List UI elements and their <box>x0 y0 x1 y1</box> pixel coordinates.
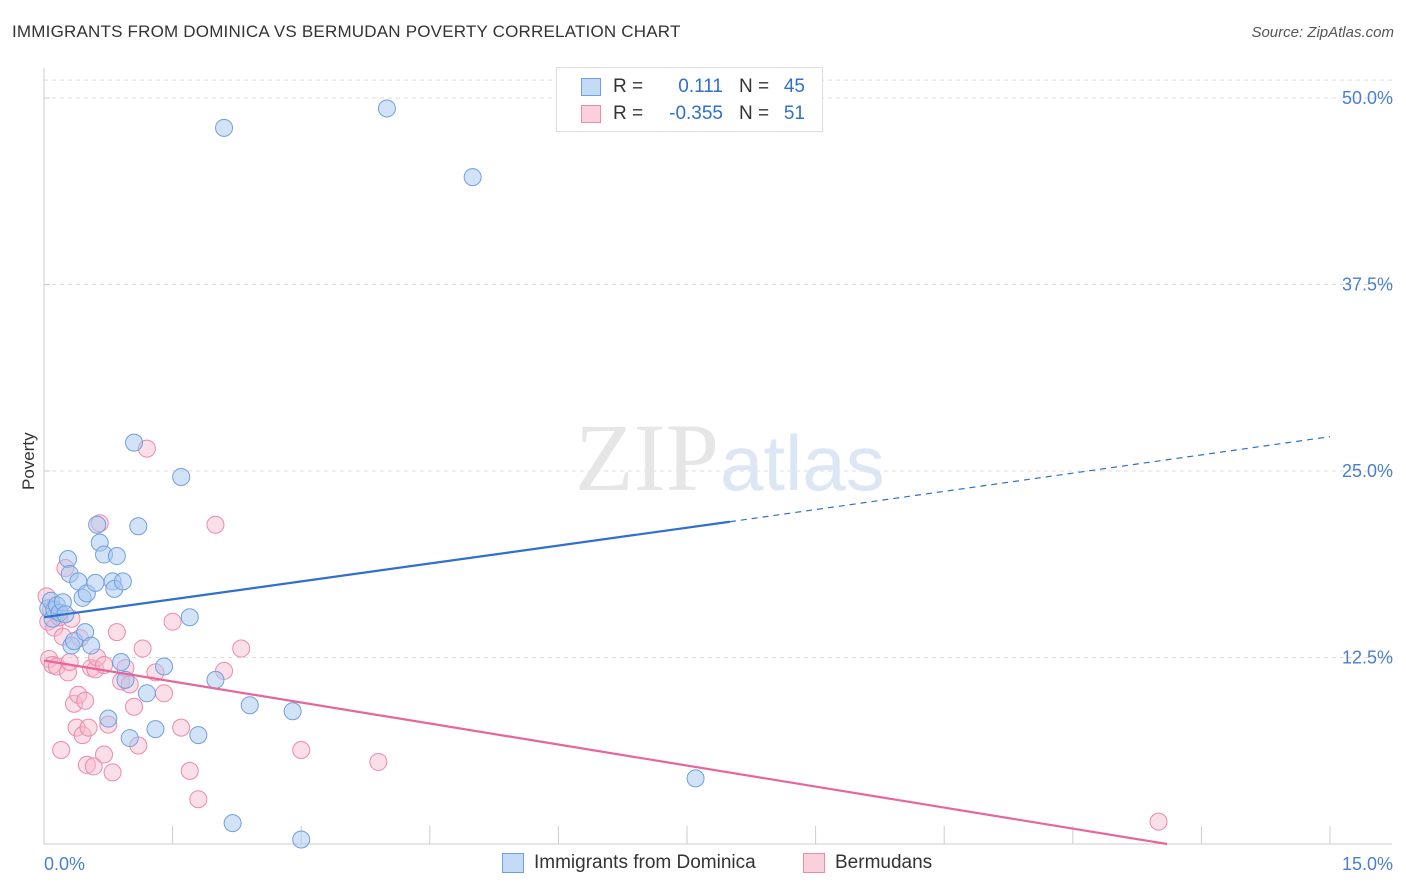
legend-n-label: N = <box>739 76 770 97</box>
bermudans-point <box>125 697 144 716</box>
dominica-point <box>223 814 242 833</box>
bermudans-point <box>60 652 79 671</box>
bermudans-trend-line <box>43 659 1168 846</box>
dominica-trend-line <box>43 520 731 619</box>
legend-swatch-blue <box>581 78 601 96</box>
legend-n-value: 45 <box>783 76 805 97</box>
dominica-point <box>206 670 225 689</box>
bermudans-point <box>189 790 208 809</box>
y-tick-label: 37.5% <box>1342 275 1393 295</box>
dominica-point <box>137 684 156 703</box>
dominica-point <box>180 608 199 627</box>
watermark-atlas: atlas <box>720 419 885 507</box>
legend-row-bermudans: R = -0.355 N = 51 <box>581 102 805 126</box>
dominica-point <box>686 769 705 788</box>
bottom-legend-bermudans: Bermudans <box>803 852 932 874</box>
watermark-zip: ZIP <box>575 404 719 511</box>
bermudans-point <box>155 684 174 703</box>
dominica-point <box>146 720 165 739</box>
dominica-point <box>120 729 139 748</box>
bermudans-point <box>84 757 103 776</box>
bermudans-point <box>180 761 199 780</box>
bottom-legend-label-dominica: Immigrants from Dominica <box>534 852 756 873</box>
bermudans-point <box>232 639 251 658</box>
source-label: Source: ZipAtlas.com <box>1251 24 1394 41</box>
axes <box>43 68 1392 845</box>
legend-n-value: 51 <box>783 103 805 124</box>
dominica-point <box>189 726 208 745</box>
bermudans-point <box>103 763 122 782</box>
stats-legend: R = 0.111 N = 45 R = -0.355 N = 51 <box>556 67 823 132</box>
dominica-point <box>112 652 131 671</box>
dominica-point <box>172 467 191 486</box>
bermudans-point <box>292 741 311 760</box>
bermudans-point <box>206 515 225 534</box>
dominica-trend-extension <box>729 436 1331 523</box>
dominica-point <box>215 118 234 137</box>
bermudans-point <box>65 694 84 713</box>
bermudans-point <box>95 745 114 764</box>
y-tick-label: 12.5% <box>1342 648 1393 668</box>
bermudans-point <box>369 752 388 771</box>
bermudans-point <box>73 726 92 745</box>
bermudans-point <box>69 685 88 704</box>
legend-r-label: R = <box>613 76 644 97</box>
dominica-points <box>39 99 705 849</box>
y-tick-label: 50.0% <box>1342 88 1393 108</box>
dominica-point <box>283 702 302 721</box>
dominica-point <box>113 572 132 591</box>
dominica-point <box>377 99 396 118</box>
bermudans-point <box>133 639 152 658</box>
dominica-point <box>125 433 144 452</box>
bermudans-point <box>52 741 71 760</box>
dominica-point <box>86 573 105 592</box>
legend-row-dominica: R = 0.111 N = 45 <box>581 75 805 99</box>
legend-r-value: 0.111 <box>678 76 723 97</box>
tick-labels: 12.5% 25.0% 37.5% 50.0% 0.0% 15.0% <box>44 88 1393 874</box>
dominica-point <box>107 547 126 566</box>
bermudans-point <box>76 691 95 710</box>
bermudans-point <box>172 718 191 737</box>
legend-swatch-pink <box>581 105 601 123</box>
y-axis-label: Poverty <box>19 432 38 490</box>
dominica-point <box>129 517 148 536</box>
bottom-legend-dominica: Immigrants from Dominica <box>502 852 756 874</box>
bermudans-point <box>77 755 96 774</box>
chart-title: IMMIGRANTS FROM DOMINICA VS BERMUDAN POV… <box>12 22 681 41</box>
dominica-point <box>59 550 78 569</box>
gridlines <box>44 79 1392 658</box>
bermudans-point <box>1149 812 1168 831</box>
x-tick-label: 15.0% <box>1342 854 1393 874</box>
y-tick-label: 25.0% <box>1342 461 1393 481</box>
dominica-point <box>463 168 482 187</box>
dominica-point <box>88 515 107 534</box>
dominica-point <box>292 830 311 849</box>
bottom-legend-swatch-pink <box>803 853 825 873</box>
bermudans-point <box>79 718 98 737</box>
trend-lines <box>43 436 1331 846</box>
bermudans-point <box>107 623 126 642</box>
dominica-point <box>82 636 101 655</box>
bottom-legend-swatch-blue <box>502 853 524 873</box>
bermudans-point <box>40 649 59 668</box>
dominica-point <box>116 670 135 689</box>
bottom-legend-label-bermudans: Bermudans <box>835 852 933 873</box>
x-tick-label: 0.0% <box>44 854 85 874</box>
legend-r-value: -0.355 <box>669 103 723 124</box>
legend-n-label: N = <box>739 103 770 124</box>
dominica-point <box>99 709 118 728</box>
bermudans-point <box>163 612 182 631</box>
dominica-point <box>155 657 174 676</box>
dominica-point <box>240 696 259 715</box>
legend-r-label: R = <box>613 103 644 124</box>
